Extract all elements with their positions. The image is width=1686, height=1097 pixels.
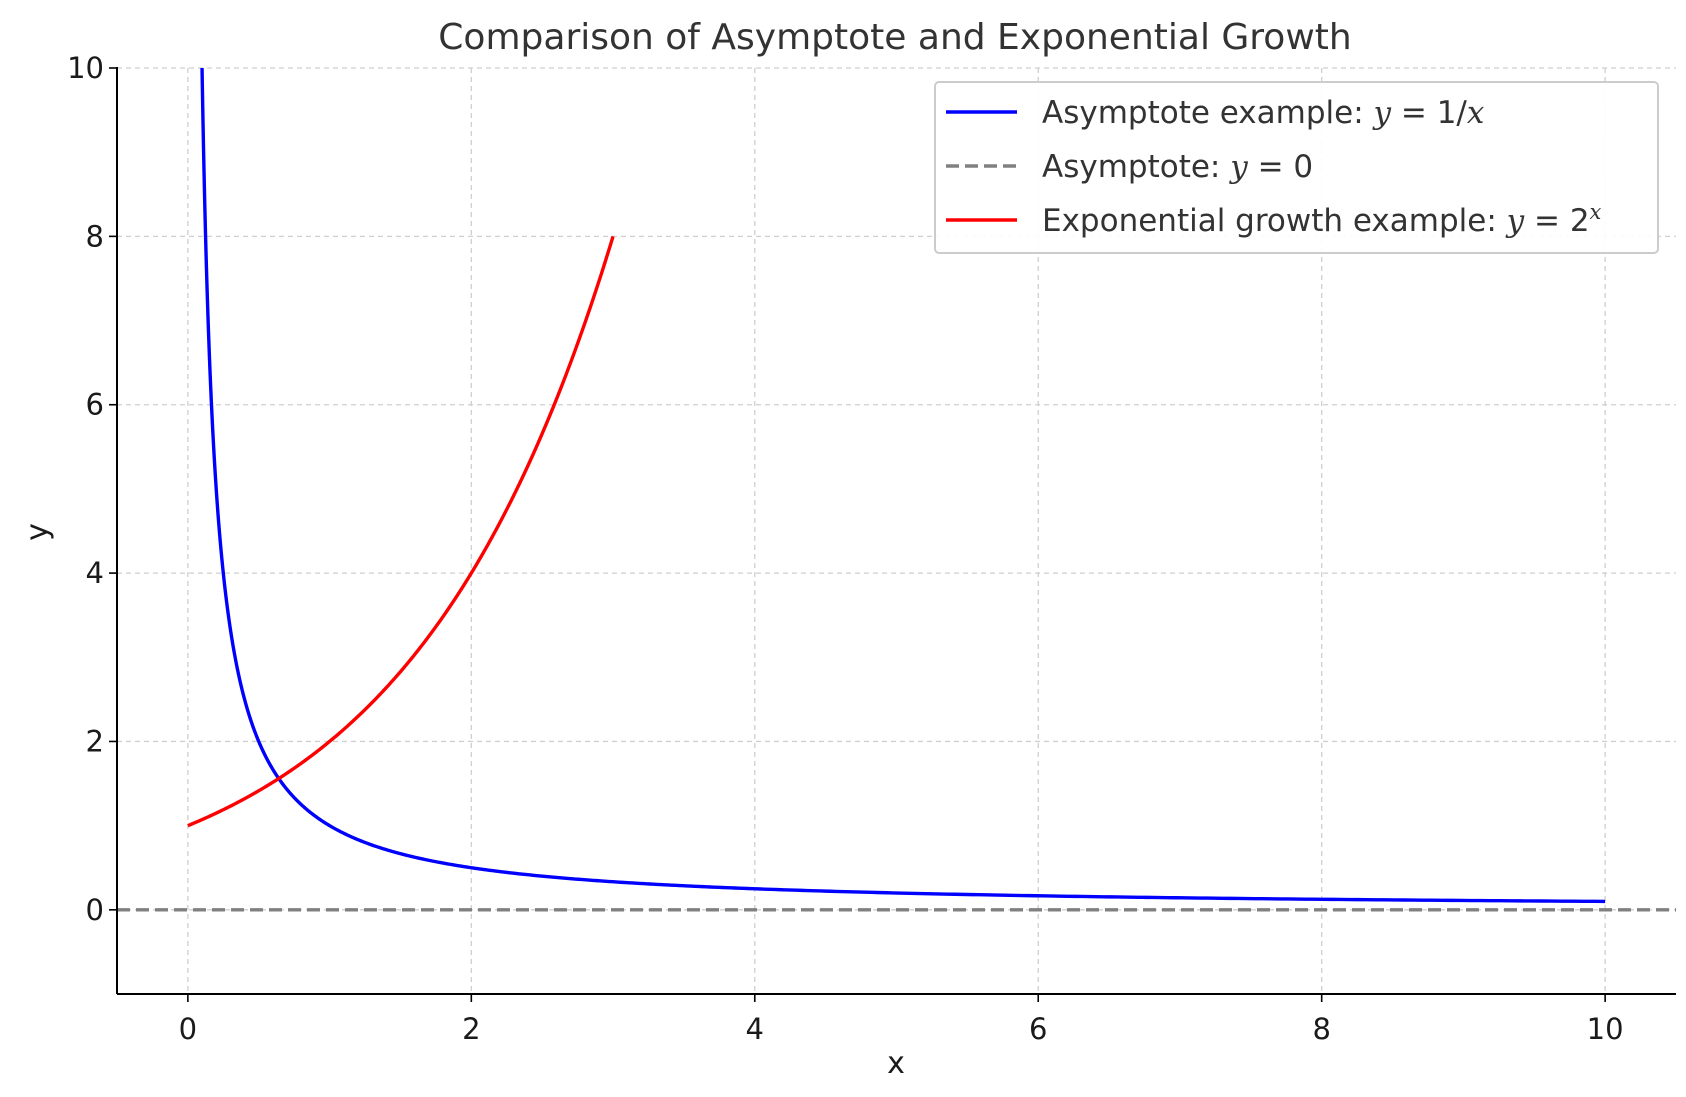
- y-tick-label: 4: [86, 556, 104, 590]
- legend: Asymptote example: y = 1/x Asymptote: y …: [934, 81, 1659, 254]
- x-tick-label: 0: [179, 1012, 197, 1046]
- series-line-exponential: [187, 235, 615, 828]
- ticks: 0 2 4 6 8 10 0 2 4 6 8 10: [67, 51, 1623, 1046]
- legend-entry-math: y: [1505, 203, 1525, 239]
- legend-entry-prefix: Asymptote example:: [1042, 95, 1374, 131]
- y-tick-label: 8: [86, 219, 104, 253]
- legend-entry-exponential: Exponential growth example: y = 2x: [1042, 200, 1602, 239]
- legend-entry-math: x: [1590, 200, 1602, 224]
- y-tick-label: 2: [86, 724, 104, 758]
- x-tick-label: 2: [462, 1012, 480, 1046]
- legend-entry-math: = 1/: [1391, 95, 1467, 131]
- x-tick-label: 6: [1029, 1012, 1047, 1046]
- legend-box: [934, 81, 1659, 254]
- y-axis-label: y: [20, 523, 55, 541]
- axes: [116, 67, 1676, 995]
- x-tick-label: 8: [1312, 1012, 1330, 1046]
- series-layer: [117, 67, 1676, 912]
- legend-entry-math: = 0: [1248, 149, 1313, 185]
- y-tick-label: 10: [67, 51, 104, 85]
- legend-entry-prefix: Exponential growth example:: [1042, 203, 1507, 239]
- chart-title: Comparison of Asymptote and Exponential …: [438, 17, 1351, 58]
- x-tick-label: 4: [746, 1012, 764, 1046]
- y-tick-label: 0: [86, 893, 104, 927]
- legend-entry-asymptote-example: Asymptote example: y = 1/x: [1042, 95, 1485, 131]
- x-axis-label: x: [887, 1046, 905, 1081]
- legend-entry-prefix: Asymptote:: [1042, 149, 1230, 185]
- legend-entry-math: = 2: [1524, 203, 1589, 239]
- legend-entry-math: y: [1372, 95, 1392, 131]
- y-tick-label: 6: [86, 388, 104, 422]
- legend-entry-math: x: [1467, 95, 1485, 131]
- legend-entry-math: y: [1228, 149, 1248, 185]
- series-line-reciprocal: [200, 67, 1606, 904]
- x-tick-label: 10: [1587, 1012, 1624, 1046]
- legend-entry-asymptote-line: Asymptote: y = 0: [1042, 149, 1313, 185]
